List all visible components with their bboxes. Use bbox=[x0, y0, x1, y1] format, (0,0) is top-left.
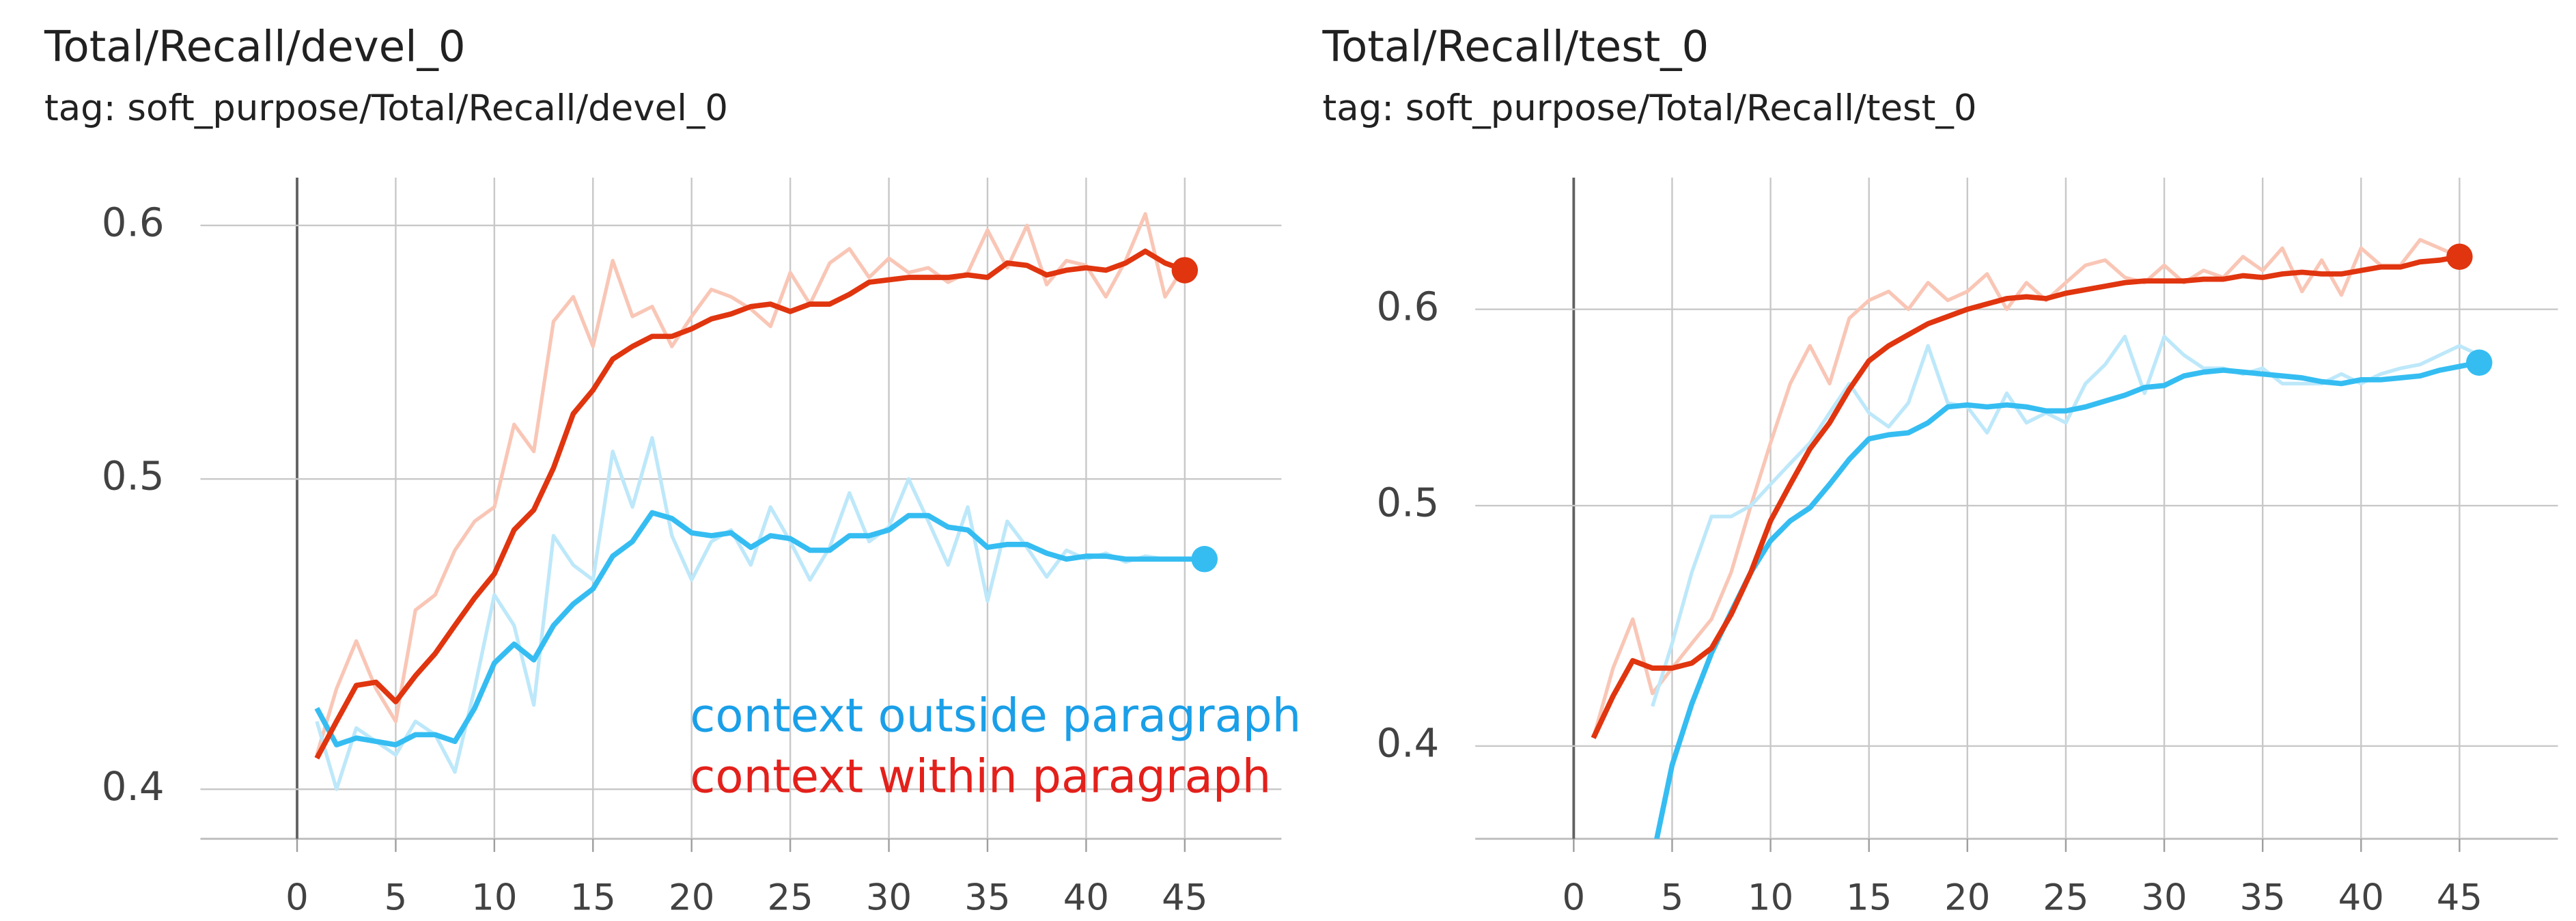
series-line bbox=[314, 248, 1186, 760]
plot-area bbox=[1591, 238, 2480, 839]
series-line bbox=[1591, 253, 2461, 739]
x-tick-label: 0 bbox=[285, 877, 309, 918]
series-line bbox=[1654, 359, 2480, 839]
x-tick-label: 20 bbox=[669, 877, 714, 918]
x-tick-label: 15 bbox=[1846, 877, 1892, 918]
chart-panel: Total/Recall/test_0 tag: soft_purpose/Tot… bbox=[1322, 21, 2558, 918]
y-tick-label: 0.6 bbox=[102, 200, 165, 246]
x-tick-label: 40 bbox=[1063, 877, 1109, 918]
series-line bbox=[315, 436, 1205, 791]
annotation: context within paragraph bbox=[690, 750, 1271, 803]
x-tick-label: 15 bbox=[570, 877, 616, 918]
chart-panel: Total/Recall/devel_0 tag: soft_purpose/To… bbox=[44, 21, 1301, 918]
x-tick-label: 30 bbox=[866, 877, 912, 918]
series-line bbox=[1591, 238, 2461, 739]
y-tick-label: 0.4 bbox=[102, 763, 165, 810]
y-tick-label: 0.6 bbox=[1377, 283, 1440, 329]
x-tick-label: 10 bbox=[1748, 877, 1793, 918]
x-tick-label: 45 bbox=[2437, 877, 2482, 918]
x-tick-label: 35 bbox=[964, 877, 1010, 918]
x-tick-label: 5 bbox=[1661, 877, 1684, 918]
end-marker bbox=[2446, 243, 2473, 270]
plot-area bbox=[314, 212, 1205, 791]
x-tick-label: 25 bbox=[2043, 877, 2088, 918]
series-line bbox=[315, 212, 1187, 756]
x-tick-label: 0 bbox=[1563, 877, 1586, 918]
end-marker bbox=[1171, 257, 1199, 284]
end-marker bbox=[2465, 349, 2493, 376]
x-tick-label: 20 bbox=[1944, 877, 1990, 918]
y-tick-label: 0.5 bbox=[1377, 480, 1440, 526]
x-tick-label: 10 bbox=[471, 877, 517, 918]
annotation: context outside paragraph bbox=[690, 688, 1301, 742]
series-line bbox=[1651, 334, 2480, 707]
y-tick-label: 0.4 bbox=[1377, 720, 1440, 767]
end-marker bbox=[1191, 546, 1218, 573]
x-tick-label: 35 bbox=[2240, 877, 2286, 918]
chart-title: Total/Recall/devel_0 bbox=[44, 21, 466, 71]
chart-subtitle: tag: soft_purpose/Total/Recall/test_0 bbox=[1323, 87, 1977, 129]
x-tick-label: 30 bbox=[2141, 877, 2187, 918]
chart-subtitle: tag: soft_purpose/Total/Recall/devel_0 bbox=[44, 87, 728, 129]
chart-title: Total/Recall/test_0 bbox=[1322, 21, 1709, 71]
series-line bbox=[314, 510, 1205, 747]
x-tick-label: 25 bbox=[767, 877, 813, 918]
x-tick-label: 40 bbox=[2338, 877, 2384, 918]
y-tick-label: 0.5 bbox=[102, 453, 165, 499]
x-tick-label: 5 bbox=[384, 877, 408, 918]
x-tick-label: 45 bbox=[1162, 877, 1207, 918]
